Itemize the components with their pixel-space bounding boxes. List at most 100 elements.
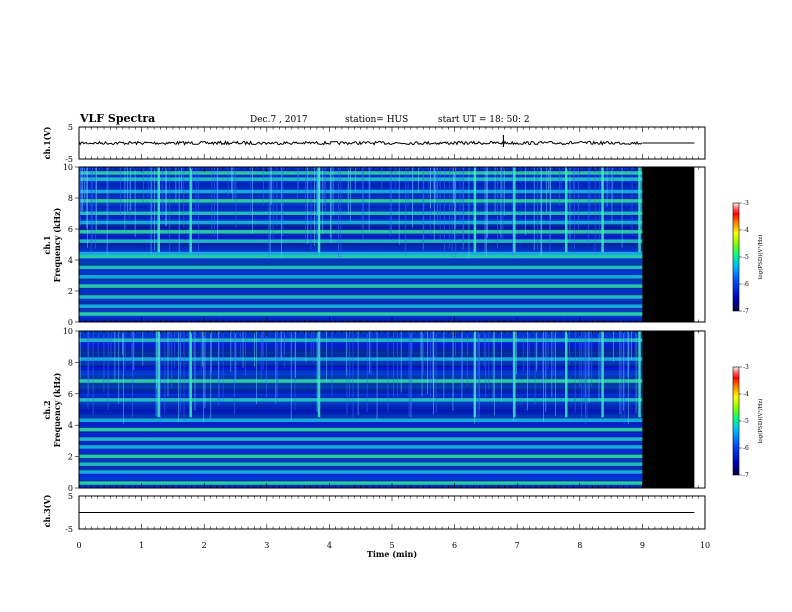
ch2-spectrogram-noise-row (79, 354, 643, 358)
ch2-spectrogram-streak (313, 331, 314, 363)
ch2-spectrogram-noise-row (79, 351, 643, 355)
ch2-spectrogram-ytick-label: 8 (68, 358, 73, 367)
ch2-spectrogram-streak (133, 331, 135, 370)
ch2-spectrogram-streak (183, 331, 185, 423)
ch2-spectrogram-noise-row (79, 467, 643, 470)
ch2-spectrogram-streak (588, 331, 590, 404)
ch2-spectrogram-streak (628, 331, 630, 371)
ch2-spectrogram-streak (368, 331, 370, 374)
ch2-spectrogram-streak (193, 331, 195, 369)
ch1-spectrogram-streak (134, 167, 136, 238)
ch1-spectrogram-streak (126, 167, 128, 212)
ch2-spectrogram-streak (217, 331, 219, 406)
ch2-spectrogram-streak (188, 331, 190, 396)
ch1-spectrogram-streak (307, 167, 309, 244)
ch1-spectrogram-streak (589, 167, 591, 217)
ch2-spectrogram-streak (179, 331, 181, 377)
ch1-spectrogram-streak (310, 167, 312, 250)
ch1-spectrogram-streak (269, 167, 271, 253)
ch1-spectrogram-streak (90, 167, 92, 254)
ch1-spectrogram-streak (462, 167, 464, 251)
ch2-spectrogram-streak (310, 331, 312, 357)
time-tick-label: 0 (76, 541, 81, 550)
ch2-spectrogram-band (79, 454, 643, 459)
figure-title: VLF Spectra (79, 112, 155, 125)
ch2-spectrogram-noise-row (79, 406, 643, 410)
ch1-spectrogram-noise-row (79, 293, 643, 297)
ch2-spectrogram-streak (124, 331, 126, 370)
ch3-waveform-ytick-label: -5 (65, 525, 73, 534)
ch1-spectrogram-streak (330, 167, 331, 238)
ch2-spectrogram-streak (393, 331, 395, 397)
ch2-spectrogram-streak (218, 331, 220, 402)
ch1-spectrogram-streak (130, 167, 132, 211)
ch2-spectrogram-noise-row (79, 346, 643, 350)
ch1-spectrogram-streak (165, 167, 167, 226)
ch2-spectrogram-streak (275, 331, 277, 401)
ch1-spectrogram-band (79, 251, 643, 256)
ch1-spectrogram-streak (95, 167, 97, 231)
ch1-spectrogram-streak (249, 167, 251, 217)
ch1-spectrogram-streak (106, 167, 108, 255)
ch1-spectrogram-streak (84, 167, 85, 206)
ch1-spectrogram-noise-row (79, 223, 643, 227)
ch1-spectrogram-streak (550, 167, 552, 219)
ch1-spectrogram-streak (87, 167, 88, 248)
ch1-waveform-ytick-label: 5 (68, 123, 73, 132)
ch1-spectrogram-streak (251, 167, 253, 234)
ch1-spectrogram-streak (169, 167, 171, 253)
ch1-spectrogram-streak (541, 167, 543, 254)
ch2-spectrogram-streak (92, 331, 94, 416)
ch1-spectrogram-noise-row (79, 257, 643, 261)
ch1-spectrogram-streak (612, 167, 614, 202)
ch2-spectrogram-streak (210, 331, 212, 373)
ch2-spectrogram-streak (462, 331, 463, 387)
ch1-spectrogram-ytick-label: 2 (68, 287, 73, 296)
ch1-colorbar: log(PSD)(V²/Hz) -3 -4 -5 -6 -7 (732, 200, 764, 315)
ch2-spectrogram-streak (178, 331, 180, 423)
ch2-spectrogram-streak (455, 331, 456, 356)
ch1-spectrogram-streak (606, 167, 608, 207)
ch1-spectrogram-streak (463, 167, 465, 249)
ch2-spectrogram-streak (275, 331, 277, 404)
ch2-spectrogram-streak (201, 331, 203, 367)
ch1-spectrogram-streak (502, 167, 504, 241)
ch2-spectrogram-streak (513, 331, 515, 422)
colorbar-tick-label: -5 (743, 418, 749, 425)
ch2-colorbar-gradient (732, 366, 740, 476)
ch1-spectrogram-streak (468, 167, 470, 258)
ch2-spectrogram-burst (638, 331, 641, 418)
ch2-spectrogram-streak (534, 331, 536, 405)
ch2-spectrogram-ytick-label: 6 (68, 390, 73, 399)
ch1-spectrogram-no-data (642, 167, 695, 322)
ch1-spectrogram-streak (154, 167, 155, 251)
ch1-spectrogram-noise-row (79, 226, 643, 230)
ch1-spectrogram-streak (434, 167, 436, 202)
colorbar-tick-label: -6 (743, 281, 749, 288)
ch2-spectrogram-streak (357, 331, 359, 416)
ch2-spectrogram-streak (579, 331, 581, 387)
ch1-spectrogram-streak (178, 167, 180, 252)
ch1-spectrogram-band (79, 211, 643, 215)
ch2-spectrogram-burst (565, 331, 568, 418)
ch2-colorbar-label: log(PSD)(V²/Hz) (757, 399, 764, 444)
ch1-spectrogram-streak (80, 167, 82, 215)
ch2-spectrogram-streak (230, 331, 232, 372)
ch2-spectrogram-noise-row (79, 440, 643, 444)
ch2-spectrogram-ylabel-channel: ch.2 (42, 400, 52, 419)
ch2-spectrogram-band (79, 338, 643, 342)
ch1-spectrogram-streak (272, 167, 274, 239)
ch2-spectrogram-noise-row (79, 370, 643, 374)
ch1-spectrogram-band (79, 295, 643, 299)
ch1-spectrogram-streak (578, 167, 579, 230)
ch2-spectrogram-band (79, 437, 643, 441)
ch2-spectrogram-streak (122, 331, 123, 356)
ch2-spectrogram-noise-row (79, 425, 643, 429)
ch2-spectrogram-noise-row (79, 336, 643, 340)
ch2-spectrogram-streak (512, 331, 514, 413)
colorbar-tick-label: -6 (743, 445, 749, 452)
ch2-spectrogram-streak (352, 331, 354, 420)
ch2-spectrogram-noise-row (79, 393, 643, 397)
ch1-spectrogram-streaks (79, 167, 643, 260)
ch1-spectrogram-streak (124, 167, 126, 230)
